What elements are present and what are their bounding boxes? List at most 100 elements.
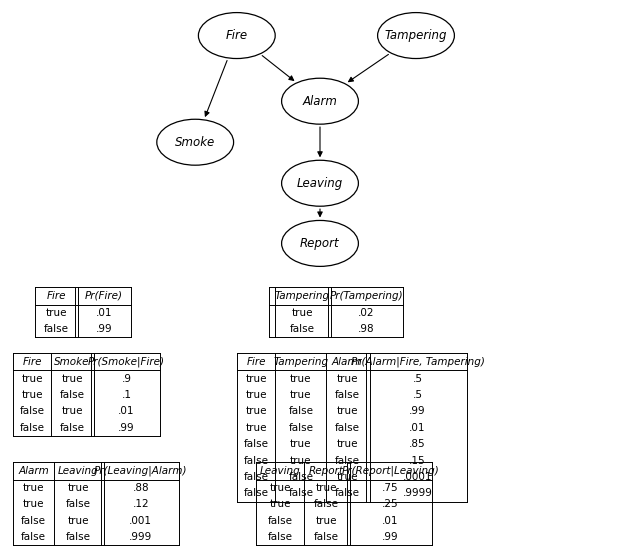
- Text: Pr(Fire): Pr(Fire): [85, 291, 123, 301]
- Ellipse shape: [157, 119, 234, 165]
- Text: false: false: [288, 406, 314, 416]
- Text: Report: Report: [309, 466, 344, 476]
- Text: Report: Report: [300, 237, 340, 250]
- Text: .98: .98: [358, 324, 374, 334]
- Text: .15: .15: [410, 456, 426, 465]
- Text: Pr(Tampering): Pr(Tampering): [330, 291, 403, 301]
- Text: false: false: [21, 516, 46, 526]
- Text: .5: .5: [413, 374, 422, 383]
- Text: Leaving: Leaving: [58, 466, 99, 476]
- Text: false: false: [268, 516, 292, 526]
- Text: false: false: [314, 499, 339, 509]
- Text: Fire: Fire: [226, 29, 248, 42]
- Text: Fire: Fire: [46, 291, 66, 301]
- Text: true: true: [21, 374, 43, 383]
- Text: Smoke: Smoke: [54, 357, 90, 366]
- Text: true: true: [23, 483, 44, 493]
- Text: true: true: [269, 483, 291, 493]
- Text: .01: .01: [118, 406, 134, 416]
- Text: false: false: [60, 390, 84, 400]
- Text: Fire: Fire: [246, 357, 266, 366]
- Text: .01: .01: [410, 423, 426, 433]
- Text: true: true: [269, 499, 291, 509]
- Text: true: true: [68, 483, 89, 493]
- Text: true: true: [290, 374, 312, 383]
- Ellipse shape: [282, 78, 358, 124]
- Text: Tampering: Tampering: [385, 29, 447, 42]
- Text: true: true: [337, 439, 358, 449]
- Text: false: false: [60, 423, 84, 433]
- Text: false: false: [19, 423, 45, 433]
- Text: .85: .85: [410, 439, 426, 449]
- Text: .0001: .0001: [403, 472, 433, 482]
- Text: Tampering: Tampering: [273, 357, 328, 366]
- Text: true: true: [61, 374, 83, 383]
- Ellipse shape: [198, 13, 275, 59]
- Text: true: true: [337, 406, 358, 416]
- Text: .01: .01: [382, 516, 399, 526]
- Text: Alarm: Alarm: [332, 357, 363, 366]
- Text: .001: .001: [129, 516, 152, 526]
- Text: .999: .999: [129, 532, 152, 542]
- Text: true: true: [290, 390, 312, 400]
- Text: .5: .5: [413, 390, 422, 400]
- Text: .75: .75: [382, 483, 399, 493]
- Text: true: true: [245, 374, 267, 383]
- Text: .88: .88: [132, 483, 149, 493]
- Text: false: false: [243, 472, 269, 482]
- Text: Fire: Fire: [22, 357, 42, 366]
- Text: .01: .01: [96, 308, 112, 318]
- Text: .99: .99: [410, 406, 426, 416]
- Ellipse shape: [282, 220, 358, 266]
- Text: Pr(Smoke|Fire): Pr(Smoke|Fire): [88, 356, 165, 367]
- Text: true: true: [61, 406, 83, 416]
- Text: Pr(Report|Leaving): Pr(Report|Leaving): [342, 465, 439, 476]
- Text: false: false: [66, 532, 91, 542]
- Text: true: true: [245, 423, 267, 433]
- Text: false: false: [243, 456, 269, 465]
- Text: .9999: .9999: [403, 488, 433, 498]
- Text: true: true: [245, 406, 267, 416]
- Text: true: true: [316, 516, 337, 526]
- Text: true: true: [21, 390, 43, 400]
- Text: .99: .99: [118, 423, 134, 433]
- Text: false: false: [335, 456, 360, 465]
- Text: Leaving: Leaving: [297, 177, 343, 190]
- Text: Leaving: Leaving: [260, 466, 300, 476]
- Text: false: false: [314, 532, 339, 542]
- Text: true: true: [337, 472, 358, 482]
- Text: Alarm: Alarm: [18, 466, 49, 476]
- Text: true: true: [292, 308, 313, 318]
- Text: true: true: [245, 390, 267, 400]
- Text: false: false: [19, 406, 45, 416]
- Text: true: true: [290, 456, 312, 465]
- Text: .02: .02: [358, 308, 374, 318]
- Text: false: false: [335, 488, 360, 498]
- Ellipse shape: [282, 160, 358, 206]
- Text: true: true: [68, 516, 89, 526]
- Text: false: false: [288, 488, 314, 498]
- Text: false: false: [66, 499, 91, 509]
- Text: true: true: [23, 499, 44, 509]
- Text: true: true: [45, 308, 67, 318]
- Text: Tampering: Tampering: [275, 291, 330, 301]
- Text: Alarm: Alarm: [303, 95, 337, 108]
- Text: false: false: [288, 423, 314, 433]
- Text: false: false: [288, 472, 314, 482]
- Text: false: false: [44, 324, 68, 334]
- Text: .1: .1: [122, 390, 131, 400]
- Text: .9: .9: [122, 374, 131, 383]
- Text: true: true: [316, 483, 337, 493]
- Text: .25: .25: [382, 499, 399, 509]
- Text: false: false: [268, 532, 292, 542]
- Text: Pr(Alarm|Fire, Tampering): Pr(Alarm|Fire, Tampering): [351, 356, 484, 367]
- Text: false: false: [335, 390, 360, 400]
- Text: true: true: [290, 439, 312, 449]
- Text: Smoke: Smoke: [175, 136, 215, 149]
- Text: false: false: [290, 324, 315, 334]
- Ellipse shape: [378, 13, 454, 59]
- Text: false: false: [335, 423, 360, 433]
- Text: false: false: [21, 532, 46, 542]
- Text: .12: .12: [132, 499, 149, 509]
- Text: false: false: [243, 488, 269, 498]
